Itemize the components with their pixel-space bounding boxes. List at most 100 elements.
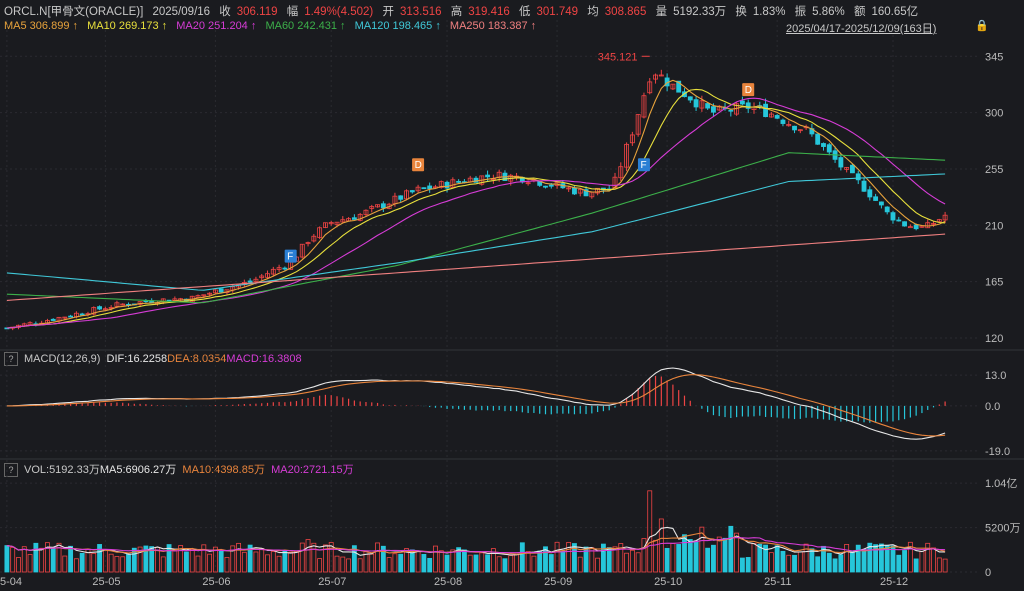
date-range-selector[interactable]: 2025/04/17-2025/12/09(163日) (786, 23, 937, 35)
x-tick-label: 25-08 (434, 576, 462, 588)
candle-body (913, 224, 919, 230)
volume-bar (850, 550, 855, 573)
volume-bar (867, 542, 873, 573)
turnover-label: 换 (735, 6, 747, 18)
high-value: 319.416 (468, 6, 510, 18)
candle-body (79, 313, 85, 316)
macd-dea-value: DEA:8.0354 (167, 353, 227, 365)
vol-label: 量 (655, 6, 668, 18)
volume-bar (809, 548, 815, 573)
volume-bar (444, 554, 450, 573)
volume-bar (253, 551, 259, 573)
volume-tick-label: 0 (985, 567, 991, 579)
ma120-legend[interactable]: MA120 198.465 ↑ (354, 20, 441, 32)
volume-bar (369, 553, 375, 573)
candle-body (404, 190, 409, 200)
volume-bar (670, 543, 676, 573)
vol-ma5-value: MA5:6906.27万 (99, 464, 177, 476)
volume-bar (143, 545, 149, 573)
high-price-label: 345.121 (598, 51, 638, 63)
volume-bar (803, 543, 809, 573)
volume-bar (618, 543, 624, 573)
macd-help-button[interactable]: ? (4, 352, 18, 366)
volume-bar (739, 557, 745, 573)
volume-bar (548, 554, 554, 573)
candle-body (705, 103, 711, 109)
candle-body (907, 226, 913, 229)
candle-body (253, 278, 259, 282)
candle-body (62, 316, 68, 319)
candle-body (97, 306, 102, 310)
volume-bar (201, 544, 207, 573)
volume-bar (676, 544, 682, 573)
macd-title[interactable]: MACD(12,26,9) (24, 353, 101, 365)
volume-bar (554, 541, 560, 573)
candle-body (780, 119, 786, 124)
volume-bar (276, 555, 282, 573)
ma60-legend[interactable]: MA60 242.431 ↑ (265, 20, 346, 32)
candle-body (120, 303, 126, 306)
candle-body (878, 201, 884, 206)
candle-body (711, 106, 716, 113)
change-label: 幅 (286, 6, 299, 18)
symbol-title[interactable]: ORCL.N[甲骨文(ORACLE)] (4, 6, 144, 18)
candle-body (641, 95, 647, 118)
ma10-legend[interactable]: MA10 269.173 ↑ (87, 20, 168, 32)
ma250-legend[interactable]: MA250 183.387 ↑ (449, 20, 537, 32)
macd-dif-line (6, 367, 946, 440)
volume-bar (786, 554, 792, 573)
high-label: 高 (450, 6, 463, 18)
vol-value: 5192.33万 (673, 6, 727, 18)
volume-bar (595, 557, 601, 573)
volume-bar (942, 558, 948, 573)
signal-badge-label: F (287, 252, 293, 263)
avg-value: 308.865 (604, 6, 647, 18)
volume-bar (473, 554, 479, 573)
volume-bar (351, 545, 357, 573)
volume-bar (334, 555, 340, 573)
candle-body (618, 166, 624, 179)
candle-body (351, 217, 357, 220)
candle-body (305, 242, 311, 245)
volume-bar (734, 532, 740, 573)
macd-tick-label: -19.0 (985, 446, 1010, 458)
vol-help-button[interactable]: ? (4, 463, 18, 477)
candle-body (716, 105, 722, 111)
close-value: 306.119 (236, 6, 278, 18)
volume-bar (873, 544, 879, 573)
candle-body (925, 222, 931, 229)
candle-body (265, 273, 270, 278)
candle-body (322, 222, 328, 228)
ma20-legend[interactable]: MA20 251.204 ↑ (176, 20, 257, 32)
volume-bar (543, 546, 548, 573)
amp-value: 5.86% (812, 6, 845, 18)
candle-body (739, 100, 745, 105)
volume-bar (751, 543, 757, 573)
volume-bar (166, 544, 172, 573)
volume-bar (149, 546, 155, 573)
volume-bar (39, 547, 45, 573)
vol-title[interactable]: VOL:5192.33万 (24, 464, 100, 476)
volume-bar (936, 557, 942, 573)
price-tick-label: 300 (985, 108, 1003, 120)
ma10-line (6, 88, 946, 329)
macd-tick-label: 0.0 (985, 401, 1000, 413)
volume-bar (120, 556, 126, 573)
candle-body (647, 81, 653, 94)
candle-body (91, 307, 97, 315)
candle-body (861, 180, 867, 192)
candle-body (334, 221, 340, 225)
candle-body (450, 179, 456, 188)
ma5-legend[interactable]: MA5 306.899 ↑ (4, 20, 78, 32)
quote-date: 2025/09/16 (152, 6, 211, 18)
volume-bar (322, 544, 328, 573)
signal-badge-label: D (745, 85, 752, 96)
volume-bar (467, 554, 473, 573)
candle-body (369, 206, 375, 209)
vol-ma10-value: MA10:4398.85万 (182, 464, 265, 476)
lock-icon[interactable]: 🔒 (975, 20, 989, 32)
signal-badge (412, 158, 425, 172)
volume-bar (178, 545, 184, 573)
macd-dif-value: DIF:16.2258 (106, 353, 168, 365)
